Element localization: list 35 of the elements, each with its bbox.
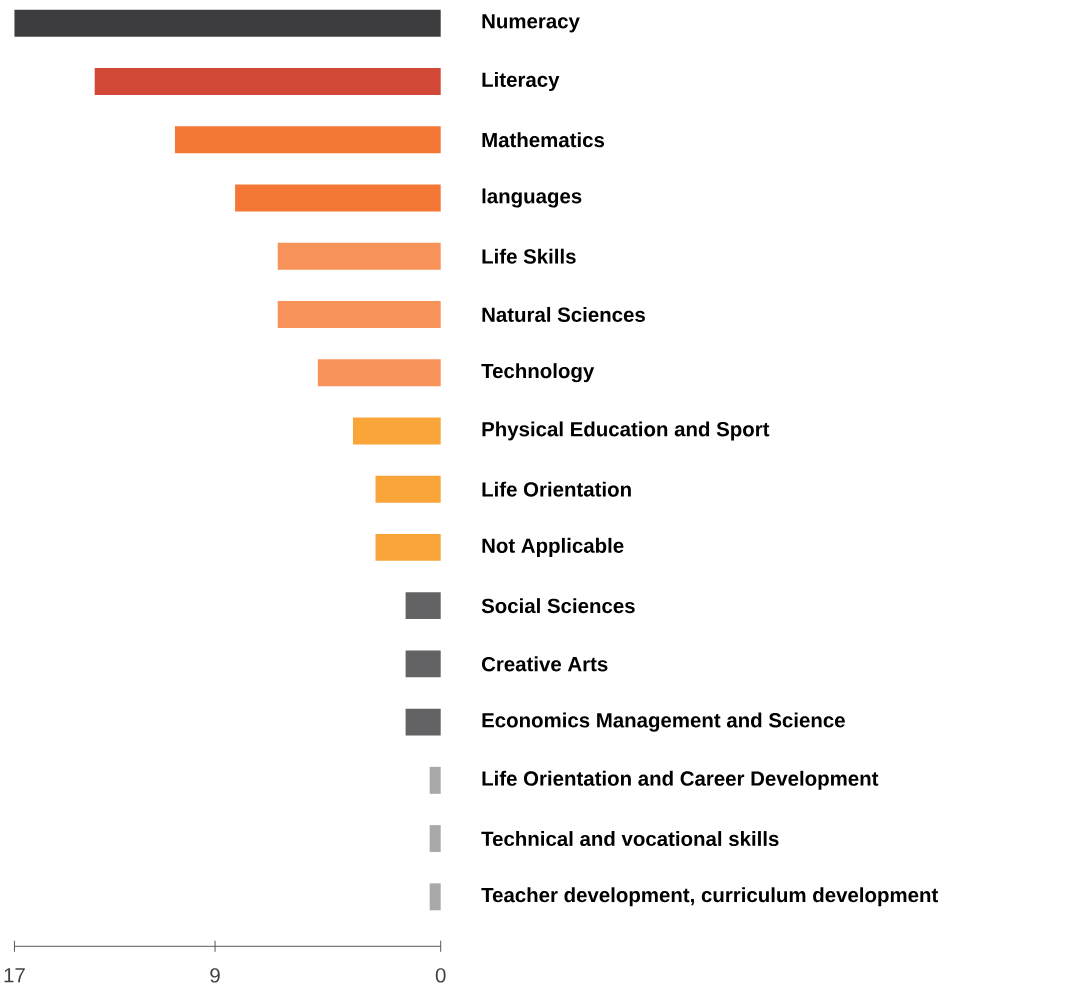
y-tick-label: Physical Education and Sport bbox=[482, 421, 770, 441]
bar bbox=[277, 301, 441, 329]
bar bbox=[174, 126, 441, 154]
y-tick-label: Life Orientation bbox=[482, 481, 631, 497]
y-tick-label: Creative Arts bbox=[481, 656, 608, 672]
bar bbox=[14, 9, 441, 37]
bar bbox=[375, 534, 441, 561]
bar bbox=[405, 592, 441, 620]
bar bbox=[235, 184, 441, 212]
y-tick-label: Numeracy bbox=[482, 14, 580, 33]
y-tick-label: languages bbox=[482, 188, 582, 208]
bar bbox=[94, 68, 441, 96]
y-tick-label: Social Sciences bbox=[481, 598, 635, 614]
x-tick-label: 0 bbox=[435, 968, 446, 983]
bar bbox=[429, 766, 441, 794]
bar bbox=[352, 417, 441, 445]
y-tick-label: Teacher development, curriculum development bbox=[481, 887, 939, 907]
y-tick-label: Technical and vocational skills bbox=[481, 831, 779, 847]
y-tick-label: Not Applicable bbox=[482, 537, 624, 558]
y-tick-label: Technology bbox=[481, 363, 595, 383]
x-tick-label: 17 bbox=[4, 968, 25, 983]
bar bbox=[429, 825, 441, 853]
bar bbox=[405, 650, 441, 678]
bar bbox=[405, 708, 441, 736]
y-tick-label: Life Orientation and Career Development bbox=[482, 770, 879, 790]
y-tick-label: Literacy bbox=[482, 72, 560, 92]
y-tick-label: Life Skills bbox=[482, 248, 576, 264]
y-tick-label: Economics Management and Science bbox=[482, 712, 845, 732]
bar bbox=[429, 883, 441, 911]
x-tick-label: 9 bbox=[210, 968, 220, 983]
bar bbox=[277, 242, 441, 270]
y-tick-label: Natural Sciences bbox=[482, 307, 645, 323]
bar bbox=[375, 475, 441, 503]
bar bbox=[317, 359, 441, 387]
y-tick-label: Mathematics bbox=[482, 132, 605, 148]
